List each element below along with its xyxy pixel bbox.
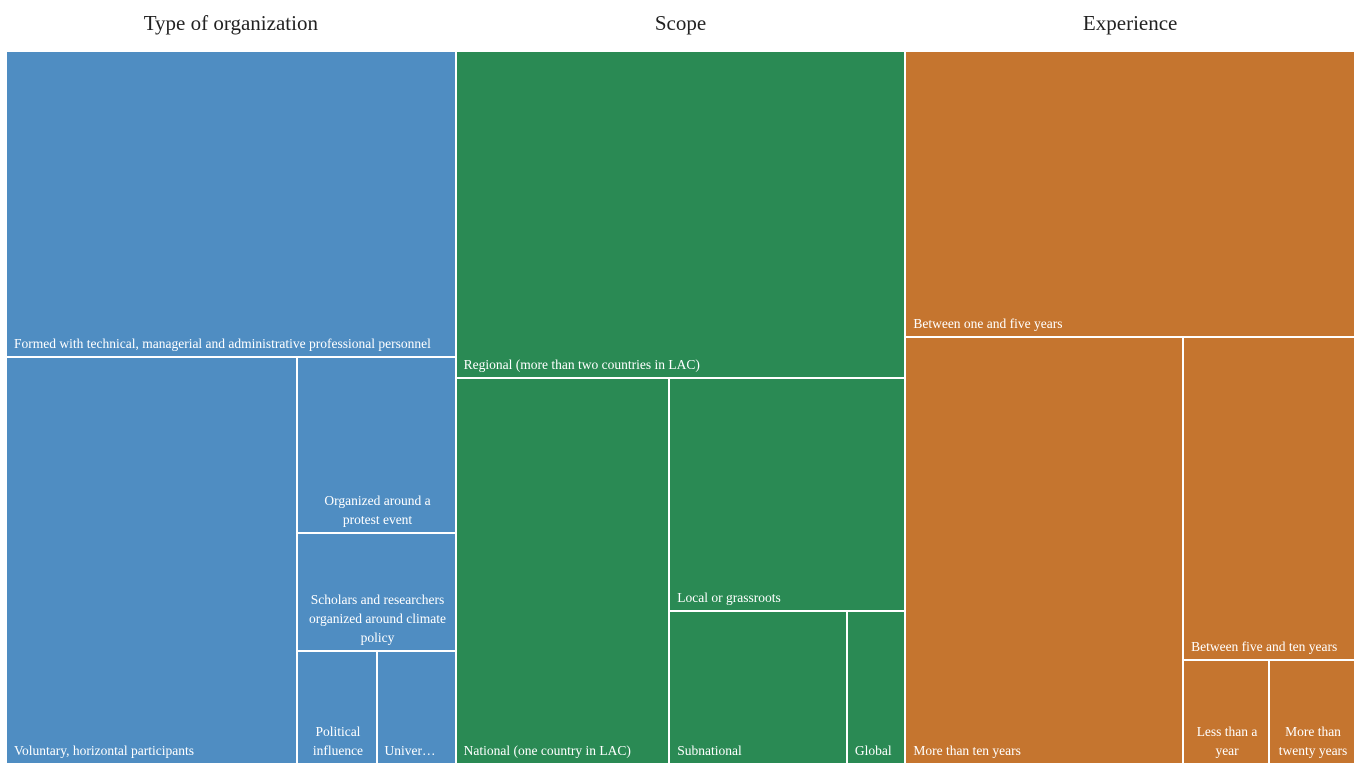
tile-label-text: Local or grassroots — [677, 589, 781, 605]
tile-label: Local or grassroots — [677, 588, 899, 607]
tile-label-text: Less than a year — [1196, 723, 1258, 758]
tile: More than twenty years — [1269, 659, 1355, 763]
panel-title: Type of organization — [143, 11, 318, 35]
tile: Political influence — [297, 650, 377, 763]
tile-label: National (one country in LAC) — [464, 741, 664, 760]
panel-title: Scope — [654, 11, 707, 35]
tile-label: More than twenty years — [1277, 722, 1349, 760]
tile: Regional (more than two countries in LAC… — [455, 51, 906, 379]
tile: More than ten years — [905, 336, 1184, 763]
tile-label-text: Voluntary, horizontal participants — [14, 742, 194, 758]
tile: Between one and five years — [905, 51, 1355, 337]
tile-label: Political influence — [305, 722, 370, 760]
tile-label: Scholars and researchers organized aroun… — [305, 590, 449, 647]
tile: Between five and ten years — [1183, 336, 1355, 660]
tile-label-text: More than ten years — [913, 742, 1021, 758]
tile-label-text: Formed with technical, managerial and ad… — [14, 335, 431, 351]
tile-label-text: Subnational — [677, 742, 742, 758]
tile: National (one country in LAC) — [455, 378, 670, 763]
tile-label: Global — [855, 741, 899, 760]
tile-label: Formed with technical, managerial and ad… — [14, 334, 450, 353]
tile: Local or grassroots — [669, 378, 906, 611]
tile: Formed with technical, managerial and ad… — [6, 51, 456, 357]
tile: Scholars and researchers organized aroun… — [297, 533, 456, 651]
tile-label-text: Between five and ten years — [1191, 638, 1338, 654]
tile-label-text: Univer… — [384, 742, 436, 758]
tile-label: Organized around a protest event — [305, 491, 449, 529]
tile-label: Univer… — [385, 741, 450, 760]
tile-label-text: Between one and five years — [913, 315, 1063, 331]
tile: Organized around a protest event — [297, 356, 456, 534]
tile-label-text: Organized around a protest event — [324, 493, 431, 528]
tile: Subnational — [669, 610, 847, 763]
tile-label-text: More than twenty years — [1278, 723, 1348, 758]
tile-label: More than ten years — [913, 741, 1177, 760]
tile-label: Less than a year — [1191, 722, 1263, 760]
tile: Univer… — [376, 650, 456, 763]
tile-label: Subnational — [677, 741, 841, 760]
tile: Global — [846, 610, 906, 763]
tile-label-text: Political influence — [312, 723, 364, 758]
panel-title: Experience — [1082, 11, 1178, 35]
tile-label-text: National (one country in LAC) — [463, 742, 631, 758]
tile: Voluntary, horizontal participants — [6, 356, 298, 763]
tile-label-text: Global — [854, 742, 892, 758]
tile-label-text: Scholars and researchers organized aroun… — [309, 591, 446, 645]
tile-label: Between one and five years — [913, 314, 1349, 333]
tile-label: Regional (more than two countries in LAC… — [464, 355, 900, 374]
tile: Less than a year — [1183, 659, 1270, 763]
tile-label: Voluntary, horizontal participants — [14, 741, 291, 760]
tile-label-text: Regional (more than two countries in LAC… — [463, 357, 700, 373]
tile-label: Between five and ten years — [1191, 637, 1349, 656]
